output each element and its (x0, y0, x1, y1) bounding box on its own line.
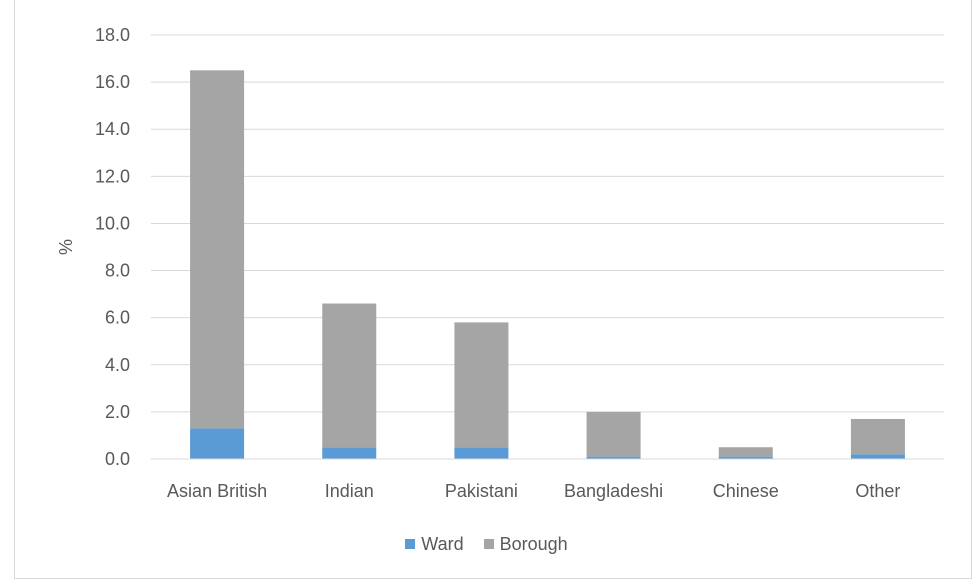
y-tick-label: 2.0 (105, 402, 130, 422)
bar-borough-chinese (718, 447, 773, 457)
bar-borough-other (850, 418, 905, 455)
bars (190, 70, 905, 459)
legend-label-ward: Ward (421, 533, 464, 554)
y-tick-label: 6.0 (105, 308, 130, 328)
bar-borough-asian-british (190, 70, 245, 429)
x-tick-label: Other (855, 481, 900, 501)
y-tick-label: 4.0 (105, 355, 130, 375)
legend-swatch-ward (405, 539, 416, 549)
bar-ward-indian (322, 447, 377, 459)
bar-ward-bangladeshi (586, 456, 641, 459)
legend-label-borough: Borough (499, 533, 568, 554)
x-tick-label: Indian (325, 481, 374, 501)
gridlines (151, 34, 944, 413)
bar-ward-asian-british (190, 428, 245, 459)
y-tick-label: 0.0 (105, 449, 130, 469)
x-tick-label: Pakistani (445, 481, 518, 501)
y-tick-label: 16.0 (95, 72, 130, 92)
bar-borough-bangladeshi (586, 411, 641, 457)
y-axis-title: % (56, 239, 76, 255)
legend-item-ward: Ward (405, 533, 464, 555)
legend-swatch-borough (483, 539, 494, 549)
tick-labels: 0.0 2.0 4.0 6.0 8.0 10.0 12.0 14.0 16.0 18.0 Asian… (95, 25, 900, 501)
y-tick-label: 14.0 (95, 119, 130, 139)
y-tick-label: 8.0 (105, 261, 130, 281)
y-tick-label: 18.0 (95, 25, 130, 45)
bar-ward-pakistani (454, 447, 509, 459)
bar-ward-chinese (718, 456, 773, 459)
x-tick-label: Asian British (167, 481, 267, 501)
y-tick-label: 10.0 (95, 213, 130, 233)
chart-frame (14, 0, 972, 579)
bar-ward-other (850, 454, 905, 459)
bar-borough-pakistani (454, 322, 509, 448)
legend: Ward Borough (0, 532, 973, 556)
x-tick-label: Chinese (713, 481, 779, 501)
bar-borough-indian (322, 303, 377, 448)
legend-item-borough: Borough (483, 533, 568, 555)
y-tick-label: 12.0 (95, 166, 130, 186)
x-tick-label: Bangladeshi (564, 481, 663, 501)
